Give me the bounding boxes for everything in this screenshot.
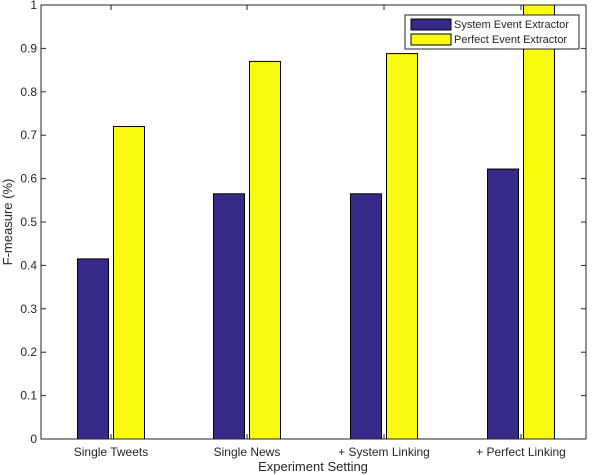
legend-swatch-perfect — [410, 33, 452, 46]
x-tick-label: Single News — [214, 445, 281, 459]
y-tick-label: 0.6 — [20, 172, 37, 186]
y-tick-label: 0.1 — [20, 389, 37, 403]
legend-swatch-system — [410, 18, 452, 31]
x-tick-label: + Perfect Linking — [476, 445, 566, 459]
x-tick-label: Single Tweets — [74, 445, 149, 459]
bar-perfect-1 — [249, 60, 281, 440]
bar-perfect-3 — [523, 4, 555, 440]
bar-system-1 — [213, 193, 245, 440]
y-tick-label: 1 — [30, 0, 37, 12]
y-tick-label: 0.4 — [20, 258, 37, 272]
y-tick-label: 0.2 — [20, 345, 37, 359]
x-ticks-group: Single Tweets Single News + System Linking… — [74, 5, 566, 459]
y-tick-label: 0.3 — [20, 302, 37, 316]
legend-label-perfect: Perfect Event Extractor — [454, 34, 567, 46]
bar-perfect-0 — [113, 126, 145, 440]
y-tick-label: 0.8 — [20, 85, 37, 99]
bars-group — [77, 4, 555, 440]
y-tick-label: 0.5 — [20, 215, 37, 229]
bar-system-0 — [77, 258, 109, 440]
y-tick-label: 0.7 — [20, 128, 37, 142]
bar-perfect-2 — [386, 53, 418, 440]
bar-system-2 — [350, 193, 382, 440]
y-tick-label: 0 — [30, 432, 37, 446]
legend: System Event Extractor Perfect Event Ext… — [404, 14, 580, 50]
x-axis-title: Experiment Setting — [258, 459, 368, 474]
bar-system-3 — [487, 168, 519, 440]
y-tick-label: 0.9 — [20, 41, 37, 55]
plot-frame — [40, 4, 587, 440]
y-axis-title: F-measure (%) — [0, 179, 15, 266]
legend-label-system: System Event Extractor — [454, 19, 569, 31]
x-tick-label: + System Linking — [338, 445, 430, 459]
